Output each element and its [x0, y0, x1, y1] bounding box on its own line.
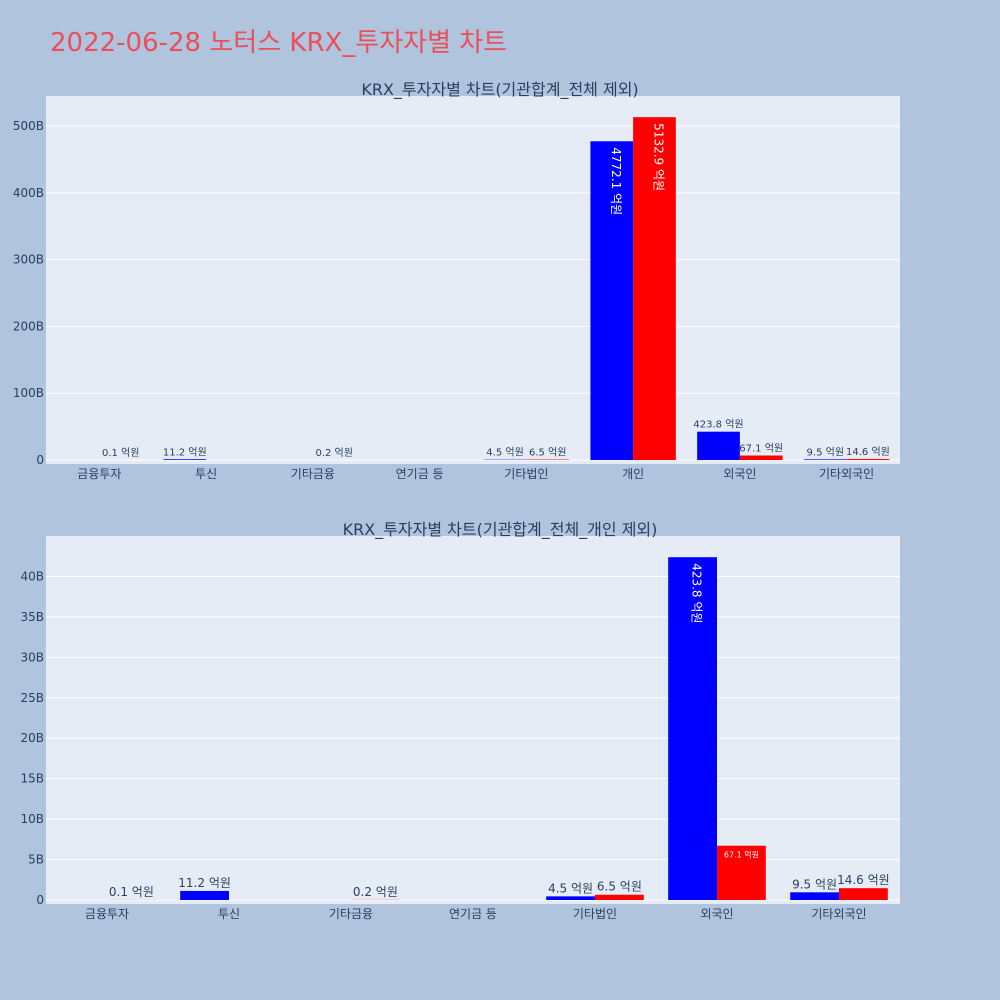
y-tick-label: 200B [13, 319, 44, 333]
bar [163, 459, 207, 460]
chart-excluding-individual: KRX_투자자별 차트(기관합계_전체_개인 제외) 0 5B 10B 15B 20B 25… [20, 520, 900, 921]
bar [739, 455, 783, 460]
bar [697, 431, 740, 460]
x-tick-label: 투신 [195, 467, 217, 481]
y-tick-label: 40B [20, 569, 44, 583]
bar [790, 892, 839, 900]
data-label: 423.8 억원 [693, 419, 743, 431]
data-label: 14.6 억원 [846, 446, 890, 458]
data-label: 0.2 억원 [315, 447, 352, 459]
x-tick-label: 투신 [218, 907, 240, 921]
y-tick-label: 100B [13, 386, 44, 400]
data-label: 423.8 억원 [690, 563, 704, 623]
x-tick-label: 기타금융 [291, 467, 335, 481]
data-label: 11.2 억원 [178, 876, 231, 890]
x-tick-label: 연기금 등 [396, 467, 444, 481]
y-tick-label: 10B [20, 812, 44, 826]
x-tick-label: 기타금융 [329, 907, 373, 921]
bar [803, 459, 847, 460]
y-tick-label: 0 [36, 453, 44, 467]
data-label: 4.5 억원 [486, 447, 523, 459]
y-tick-label: 400B [13, 186, 44, 200]
plot-area [46, 96, 900, 464]
x-tick-label: 기타법인 [504, 467, 548, 481]
data-label: 0.2 억원 [353, 885, 398, 899]
page-title: 2022-06-28 노터스 KRX_투자자별 차트 [50, 28, 508, 58]
data-label: 67.1 억원 [739, 443, 783, 455]
y-tick-label: 25B [20, 691, 44, 705]
bar [180, 890, 229, 900]
x-tick-label: 금융투자 [77, 467, 121, 481]
x-tick-label: 개인 [622, 467, 644, 481]
chart-all-investors: KRX_투자자별 차트(기관합계_전체 제외) 0 100B 200B 300B 400B… [13, 80, 900, 481]
chart-title: KRX_투자자별 차트(기관합계_전체_개인 제외) [343, 520, 658, 540]
y-tick-label: 15B [20, 772, 44, 786]
y-tick-label: 30B [20, 650, 44, 664]
bar [595, 894, 644, 900]
data-label: 5132.9 억원 [651, 123, 665, 191]
x-tick-label: 연기금 등 [449, 907, 497, 921]
data-label: 4.5 억원 [548, 881, 593, 895]
bar [668, 557, 717, 900]
bar [717, 845, 766, 900]
x-tick-label: 기타법인 [573, 907, 617, 921]
data-label: 11.2 억원 [163, 446, 207, 458]
data-label: 14.6 억원 [837, 873, 890, 887]
data-label: 6.5 억원 [597, 880, 642, 894]
x-tick-label: 기타외국인 [811, 907, 866, 921]
y-tick-label: 300B [13, 253, 44, 267]
data-label: 0.1 억원 [102, 447, 139, 459]
data-label: 67.1 억원 [724, 850, 759, 860]
data-label: 9.5 억원 [792, 877, 837, 891]
data-label: 9.5 억원 [807, 446, 844, 458]
data-label: 6.5 억원 [529, 447, 566, 459]
bar [546, 896, 595, 900]
y-tick-label: 500B [13, 119, 44, 133]
x-tick-label: 금융투자 [85, 907, 129, 921]
chart-title: KRX_투자자별 차트(기관합계_전체 제외) [361, 80, 638, 100]
bar [839, 888, 888, 900]
y-tick-label: 35B [20, 610, 44, 624]
data-label: 0.1 억원 [109, 885, 154, 899]
bar [633, 117, 676, 461]
x-tick-label: 기타외국인 [819, 467, 874, 481]
x-tick-label: 외국인 [700, 907, 733, 921]
bar [590, 141, 634, 461]
data-label: 4772.1 억원 [609, 147, 623, 215]
y-tick-label: 0 [36, 893, 44, 907]
y-tick-label: 5B [28, 853, 44, 867]
plot-area [46, 536, 900, 904]
bar [846, 459, 890, 460]
y-tick-label: 20B [20, 731, 44, 745]
x-tick-label: 외국인 [723, 467, 756, 481]
